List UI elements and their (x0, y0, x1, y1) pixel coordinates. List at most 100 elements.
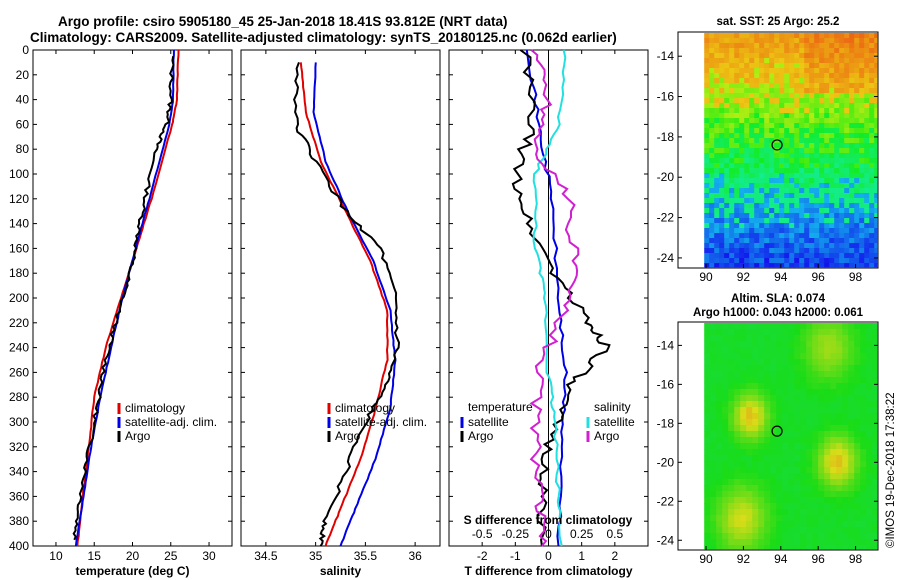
sst-map-cell (724, 138, 730, 144)
sst-map-cell (779, 208, 785, 214)
sla-map-cell (806, 323, 813, 330)
sla-map-cell (740, 539, 747, 546)
sla-map-cell (710, 491, 717, 498)
sst-map-cell (734, 243, 740, 249)
sla-map-cell (710, 521, 717, 528)
sla-map-cell (710, 395, 717, 402)
sla-map-cell (770, 509, 777, 516)
sst-map-cell (809, 263, 815, 268)
sst-map-cell (799, 173, 805, 179)
sla-map-cell (752, 449, 759, 456)
sla-map-cell (758, 527, 765, 534)
sst-map-cell (714, 208, 720, 214)
sst-map-cell (874, 243, 878, 249)
sst-map-cell (779, 68, 785, 74)
sst-map-cell (709, 223, 715, 229)
sla-map-cell (800, 389, 807, 396)
sst-map-cell (719, 258, 725, 264)
sst-map-cell (874, 163, 878, 169)
sst-map-cell (774, 88, 780, 94)
sst-map-cell (844, 128, 850, 134)
sla-map-cell (866, 443, 873, 450)
sla-map-cell (740, 329, 747, 336)
sla-map-cell (800, 539, 807, 546)
sla-map-cell (776, 395, 783, 402)
sst-map-cell (809, 108, 815, 114)
sla-map-cell (758, 371, 765, 378)
sst-map-cell (859, 133, 865, 139)
sst-map-cell (789, 73, 795, 79)
sst-map-cell (839, 68, 845, 74)
sst-map-cell (759, 93, 765, 99)
sst-map-cell (859, 93, 865, 99)
sst-map-cell (844, 38, 850, 44)
sst-map-cell (744, 78, 750, 84)
sla-map-cell (848, 491, 855, 498)
sla-map-cell (812, 509, 819, 516)
sst-map-cell (859, 223, 865, 229)
sst-map-cell (819, 243, 825, 249)
sst-map-cell (824, 253, 830, 259)
sla-map-cell (758, 479, 765, 486)
sla-map-cell (860, 443, 867, 450)
sla-map-cell (758, 401, 765, 408)
sla-map-cell (788, 455, 795, 462)
sst-map-cell (714, 248, 720, 254)
sst-map-cell (714, 168, 720, 174)
sst-map-cell (794, 88, 800, 94)
sla-map-cell (716, 521, 723, 528)
sst-map-cell (824, 63, 830, 69)
sst-map-cell (829, 128, 835, 134)
sla-map-cell (770, 485, 777, 492)
sla-map-cell (752, 461, 759, 468)
sst-map-cell (864, 113, 870, 119)
sla-map-cell (842, 419, 849, 426)
sst-map-cell (709, 78, 715, 84)
sst-map-cell (749, 183, 755, 189)
sla-map-cell (806, 449, 813, 456)
sla-map-cell (818, 383, 825, 390)
sla-map-cell (866, 383, 873, 390)
sla-map-cell (842, 347, 849, 354)
sla-map-cell (716, 341, 723, 348)
sla-map-cell (836, 437, 843, 444)
sla-map-cell (770, 467, 777, 474)
sst-map-cell (829, 48, 835, 54)
sst-map-cell (804, 98, 810, 104)
sst-map-cell (849, 38, 855, 44)
sst-map-cell (749, 118, 755, 124)
sst-map-cell (754, 123, 760, 129)
sst-map-cell (809, 203, 815, 209)
sst-map-cell (864, 153, 870, 159)
sla-map-cell (872, 479, 878, 486)
sst-map-cell (719, 98, 725, 104)
sst-map-cell (709, 193, 715, 199)
sla-map-cell (704, 461, 711, 468)
sst-map-cell (864, 133, 870, 139)
sla-map-cell (830, 401, 837, 408)
sst-map-cell (844, 63, 850, 69)
sst-map-cell (774, 153, 780, 159)
series-satellite-adj-clim- (312, 62, 397, 547)
sla-map-cell (704, 533, 711, 540)
sla-map-cell (734, 521, 741, 528)
sst-map-cell (739, 223, 745, 229)
sst-map-cell (739, 113, 745, 119)
sst-map-cell (794, 163, 800, 169)
sst-map-cell (749, 258, 755, 264)
sst-map-cell (854, 113, 860, 119)
sst-map-cell (754, 233, 760, 239)
sla-map-cell (860, 341, 867, 348)
sst-map-cell (794, 78, 800, 84)
sst-map-cell (799, 158, 805, 164)
sst-map-cell (834, 213, 840, 219)
sst-map-cell (839, 178, 845, 184)
sst-map-cell (759, 83, 765, 89)
sla-map-cell (860, 407, 867, 414)
sla-map-cell (866, 461, 873, 468)
sst-map-cell (744, 223, 750, 229)
sla-map-cell (836, 515, 843, 522)
sst-map-cell (799, 103, 805, 109)
sst-map-cell (819, 143, 825, 149)
sla-map-cell (830, 413, 837, 420)
